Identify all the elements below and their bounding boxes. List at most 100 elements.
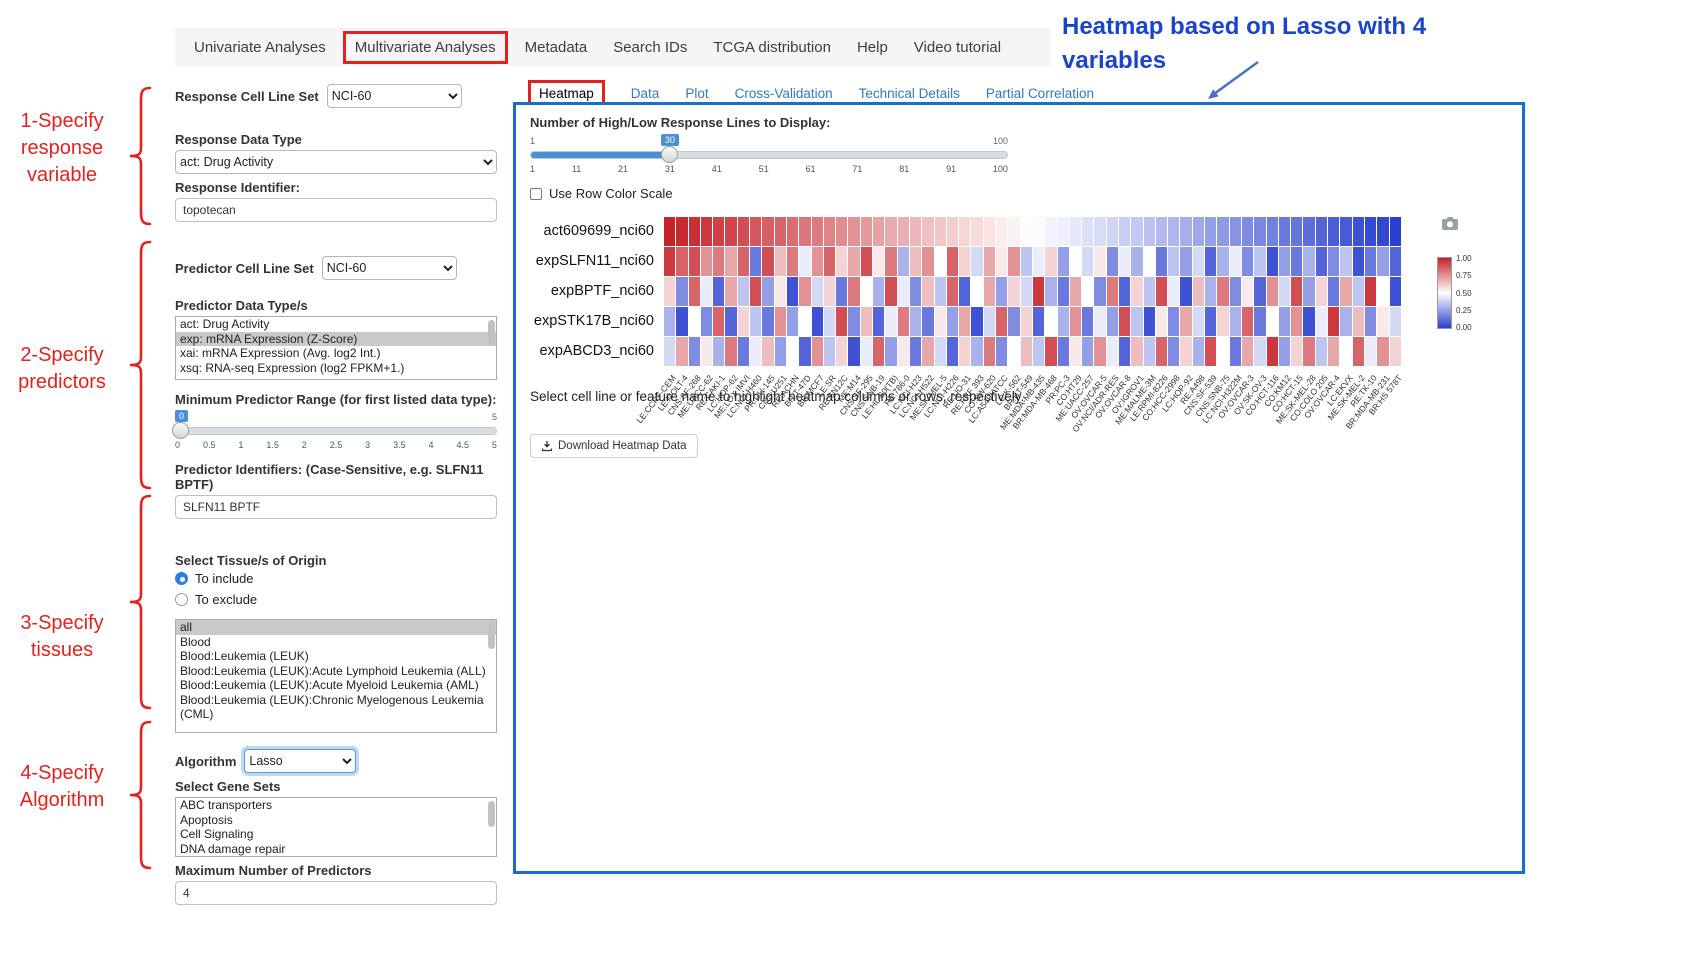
heatmap-cell[interactable]: [664, 277, 676, 306]
heatmap-cell[interactable]: [1229, 307, 1241, 336]
heatmap-cell[interactable]: [1254, 217, 1266, 246]
heatmap-cell[interactable]: [897, 307, 909, 336]
heatmap-row-label[interactable]: expBPTF_nci60: [550, 283, 654, 299]
heatmap-cell[interactable]: [1069, 337, 1082, 366]
heatmap-cell[interactable]: [1143, 217, 1155, 246]
heatmap-cell[interactable]: [1278, 277, 1291, 306]
heatmap-cell[interactable]: [1377, 337, 1389, 366]
heatmap-cell[interactable]: [909, 337, 922, 366]
heatmap-cell[interactable]: [897, 337, 909, 366]
heatmap-cell[interactable]: [1168, 337, 1180, 366]
heatmap-cell[interactable]: [1254, 337, 1266, 366]
heatmap-cell[interactable]: [959, 337, 971, 366]
heatmap-cell[interactable]: [1020, 247, 1032, 276]
heatmap-cell[interactable]: [1106, 247, 1118, 276]
max-predictors-input[interactable]: [175, 881, 497, 905]
heatmap-cell[interactable]: [836, 217, 848, 246]
heatmap-cell[interactable]: [959, 247, 971, 276]
gene-sets-listbox[interactable]: ABC transporters Apoptosis Cell Signaling D…: [175, 797, 497, 857]
heatmap-cell[interactable]: [750, 277, 762, 306]
heatmap-cell[interactable]: [664, 307, 676, 336]
heatmap-cell[interactable]: [836, 247, 848, 276]
row-color-scale-row[interactable]: Use Row Color Scale: [530, 186, 1508, 201]
heatmap-cell[interactable]: [688, 337, 700, 366]
listbox-option[interactable]: Cell Signaling: [180, 827, 254, 841]
heatmap-cell[interactable]: [860, 337, 873, 366]
heatmap-cell[interactable]: [1315, 217, 1328, 246]
heatmap-cell[interactable]: [971, 277, 983, 306]
heatmap-cell[interactable]: [799, 247, 811, 276]
heatmap-cell[interactable]: [1266, 307, 1278, 336]
heatmap-cell[interactable]: [1082, 307, 1094, 336]
heatmap-cell[interactable]: [1131, 277, 1143, 306]
heatmap-cell[interactable]: [1057, 217, 1069, 246]
heatmap-cell[interactable]: [1340, 247, 1352, 276]
listbox-option[interactable]: act: Drug Activity: [180, 317, 270, 331]
predictor-data-type-listbox[interactable]: act: Drug Activity exp: mRNA Expression (…: [175, 316, 497, 380]
heatmap-cell[interactable]: [1155, 247, 1168, 276]
heatmap-cell[interactable]: [1143, 247, 1155, 276]
heatmap-cell[interactable]: [1352, 307, 1364, 336]
heatmap-cell[interactable]: [737, 307, 750, 336]
heatmap-cell[interactable]: [1217, 217, 1229, 246]
scrollbar[interactable]: [488, 801, 495, 827]
heatmap-cell[interactable]: [1106, 307, 1118, 336]
heatmap-cell[interactable]: [1315, 247, 1328, 276]
heatmap-cell[interactable]: [1118, 307, 1131, 336]
heatmap-cell[interactable]: [971, 247, 983, 276]
listbox-option[interactable]: Blood:Leukemia (LEUK):Acute Lymphoid Leu…: [180, 663, 486, 678]
heatmap-cell[interactable]: [971, 217, 983, 246]
heatmap-cell[interactable]: [922, 337, 934, 366]
heatmap-cell[interactable]: [700, 337, 713, 366]
tissue-include-radio[interactable]: [175, 572, 188, 585]
heatmap-cell[interactable]: [922, 217, 934, 246]
heatmap-cell[interactable]: [1143, 337, 1155, 366]
heatmap-cell[interactable]: [1069, 247, 1082, 276]
heatmap-cell[interactable]: [1328, 337, 1340, 366]
heatmap-cell[interactable]: [1291, 337, 1303, 366]
tissue-listbox[interactable]: all Blood Blood:Leukemia (LEUK) Blood:Leuke…: [175, 619, 497, 733]
heatmap-cell[interactable]: [885, 307, 897, 336]
heatmap-cell[interactable]: [1205, 247, 1217, 276]
heatmap-cell[interactable]: [1241, 307, 1254, 336]
heatmap-row-label[interactable]: expSTK17B_nci60: [533, 313, 654, 329]
heatmap-cell[interactable]: [848, 247, 860, 276]
heatmap-cell[interactable]: [885, 337, 897, 366]
heatmap-cell[interactable]: [1389, 337, 1401, 366]
algorithm-select[interactable]: Lasso: [244, 749, 357, 773]
heatmap-cell[interactable]: [799, 277, 811, 306]
range-slider-track[interactable]: [172, 422, 497, 439]
heatmap-cell[interactable]: [934, 277, 946, 306]
heatmap-cell[interactable]: [1020, 337, 1032, 366]
heatmap-cell[interactable]: [1241, 337, 1254, 366]
heatmap-cell[interactable]: [1340, 217, 1352, 246]
heatmap-cell[interactable]: [1180, 217, 1192, 246]
heatmap-cell[interactable]: [1155, 337, 1168, 366]
heatmap-cell[interactable]: [799, 217, 811, 246]
heatmap-cell[interactable]: [1254, 247, 1266, 276]
heatmap-cell[interactable]: [1352, 337, 1364, 366]
heatmap-cell[interactable]: [1229, 337, 1241, 366]
heatmap-cell[interactable]: [1389, 277, 1401, 306]
heatmap-cell[interactable]: [885, 277, 897, 306]
lines-slider-handle[interactable]: [661, 146, 679, 163]
heatmap-cell[interactable]: [1291, 307, 1303, 336]
heatmap-cell[interactable]: [725, 217, 737, 246]
response-identifier-input[interactable]: [175, 198, 497, 222]
heatmap-cell[interactable]: [1032, 247, 1045, 276]
heatmap-cell[interactable]: [1155, 307, 1168, 336]
heatmap-cell[interactable]: [885, 217, 897, 246]
heatmap-cell[interactable]: [1032, 307, 1045, 336]
heatmap-cell[interactable]: [750, 337, 762, 366]
listbox-option[interactable]: xsq: RNA-seq Expression (log2 FPKM+1.): [180, 360, 405, 375]
heatmap-cell[interactable]: [1266, 217, 1278, 246]
heatmap-cell[interactable]: [1328, 307, 1340, 336]
heatmap-cell[interactable]: [1069, 277, 1082, 306]
nav-item[interactable]: Search IDs: [613, 38, 688, 56]
heatmap-cell[interactable]: [983, 247, 996, 276]
min-predictor-range-slider[interactable]: 0 5: [172, 410, 497, 439]
heatmap-cell[interactable]: [1278, 307, 1291, 336]
heatmap-cell[interactable]: [1155, 217, 1168, 246]
heatmap-cell[interactable]: [799, 307, 811, 336]
heatmap-cell[interactable]: [1241, 217, 1254, 246]
